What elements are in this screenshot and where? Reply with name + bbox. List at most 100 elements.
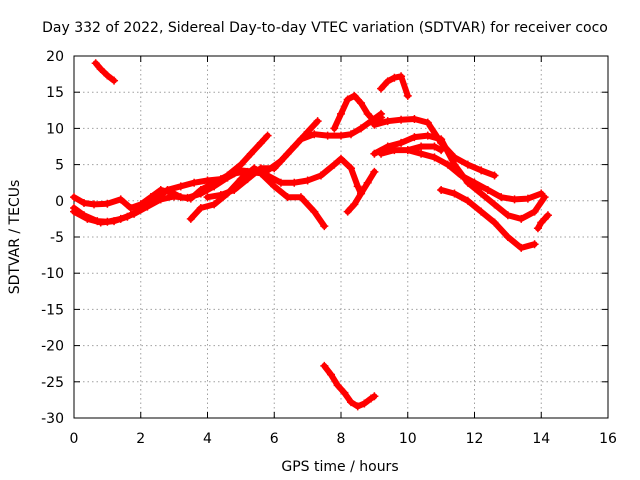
data-point-marker xyxy=(303,176,312,185)
data-point-marker xyxy=(256,138,265,147)
x-tick-label: 14 xyxy=(532,431,550,447)
data-point-marker xyxy=(497,193,506,202)
series-s10 xyxy=(320,361,379,411)
data-point-marker xyxy=(417,149,426,158)
data-point-marker xyxy=(216,175,225,184)
data-point-marker xyxy=(110,217,119,226)
data-point-marker xyxy=(370,392,379,401)
data-point-marker xyxy=(397,115,406,124)
x-tick-label: 6 xyxy=(270,431,279,447)
data-point-marker xyxy=(296,135,305,144)
data-point-marker xyxy=(510,195,519,204)
data-point-marker xyxy=(90,200,99,209)
y-tick-label: 0 xyxy=(55,194,64,210)
series-s16 xyxy=(533,211,552,233)
y-tick-label: 15 xyxy=(46,85,64,101)
data-point-marker xyxy=(347,398,356,407)
data-point-marker xyxy=(186,214,195,223)
x-tick-label: 12 xyxy=(466,431,484,447)
data-point-marker xyxy=(316,171,325,180)
series-s13 xyxy=(370,131,549,223)
data-point-marker xyxy=(490,218,499,227)
data-point-marker xyxy=(533,224,542,233)
x-tick-label: 4 xyxy=(203,431,212,447)
x-tick-label: 2 xyxy=(136,431,145,447)
data-point-marker xyxy=(463,160,472,169)
data-point-marker xyxy=(370,167,379,176)
data-point-marker xyxy=(357,189,366,198)
y-tick-labels: -30 -25 -20 -15 -10 -5 0 5 10 15 20 xyxy=(41,49,64,427)
y-tick-label: -30 xyxy=(41,411,64,427)
data-point-marker xyxy=(270,164,279,173)
data-point-marker xyxy=(363,109,372,118)
x-tick-labels: 0 2 4 6 8 10 12 14 16 xyxy=(70,431,617,447)
data-point-marker xyxy=(337,154,345,163)
series-s15 xyxy=(437,185,539,252)
data-point-marker xyxy=(320,361,329,370)
data-points xyxy=(70,59,552,411)
plot-frame xyxy=(73,55,609,419)
data-point-marker xyxy=(377,84,386,93)
data-point-marker xyxy=(343,95,352,104)
series-s4 xyxy=(70,167,329,231)
grid-lines xyxy=(74,56,608,418)
data-point-marker xyxy=(353,182,362,191)
data-point-marker xyxy=(116,195,125,204)
data-point-marker xyxy=(170,192,179,201)
data-point-marker xyxy=(390,73,399,82)
data-point-marker xyxy=(230,185,239,194)
data-point-marker xyxy=(150,196,159,205)
data-point-marker xyxy=(410,114,419,123)
data-point-marker xyxy=(530,240,539,249)
series-s8 xyxy=(377,72,412,100)
y-tick-label: -15 xyxy=(41,302,64,318)
data-point-marker xyxy=(103,199,112,208)
data-point-marker xyxy=(523,194,532,203)
data-point-marker xyxy=(350,200,359,209)
data-point-marker xyxy=(290,178,299,187)
data-point-marker xyxy=(383,142,392,151)
data-point-marker xyxy=(91,59,100,68)
data-point-marker xyxy=(483,185,492,194)
data-point-marker xyxy=(103,71,112,80)
data-point-marker xyxy=(330,160,339,169)
data-point-marker xyxy=(70,193,78,202)
y-axis-label: SDTVAR / TECUs xyxy=(7,180,23,295)
data-point-marker xyxy=(477,189,486,198)
data-point-marker xyxy=(243,175,252,184)
data-point-marker xyxy=(337,109,345,118)
data-point-marker xyxy=(450,189,459,198)
data-point-marker xyxy=(540,193,549,202)
data-point-marker xyxy=(323,131,332,140)
data-point-marker xyxy=(183,193,192,202)
data-point-marker xyxy=(296,193,305,202)
data-point-marker xyxy=(310,130,319,139)
data-point-marker xyxy=(136,205,145,214)
data-point-marker xyxy=(190,178,199,187)
y-tick-label: -10 xyxy=(41,266,64,282)
data-point-marker xyxy=(517,214,526,223)
x-axis-label: GPS time / hours xyxy=(281,459,398,475)
data-point-marker xyxy=(216,191,225,200)
data-point-marker xyxy=(210,182,219,191)
data-point-marker xyxy=(397,72,406,81)
data-point-marker xyxy=(230,169,239,178)
data-point-marker xyxy=(543,211,552,220)
data-point-marker xyxy=(276,178,285,187)
series-trace xyxy=(92,60,117,84)
y-tick-label: 10 xyxy=(46,121,64,137)
series-trace xyxy=(331,92,384,132)
data-point-marker xyxy=(423,118,432,127)
data-point-marker xyxy=(490,200,499,209)
data-point-marker xyxy=(310,207,319,216)
data-point-marker xyxy=(83,214,92,223)
y-tick-label: -25 xyxy=(41,375,64,391)
data-point-marker xyxy=(96,218,105,227)
data-point-marker xyxy=(123,212,132,221)
data-point-marker xyxy=(96,65,105,74)
data-point-marker xyxy=(343,207,352,216)
data-point-marker xyxy=(517,243,526,252)
series-trace xyxy=(71,118,321,225)
data-point-marker xyxy=(350,91,359,100)
y-tick-label: -5 xyxy=(50,230,64,246)
